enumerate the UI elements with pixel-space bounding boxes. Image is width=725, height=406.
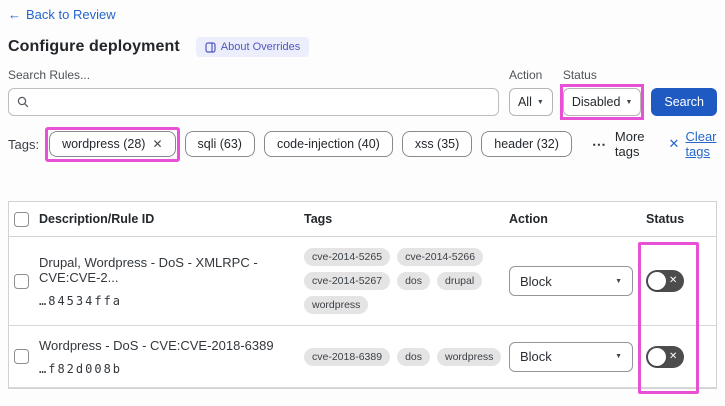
action-filter-dropdown[interactable]: All ▼ bbox=[508, 88, 553, 116]
tag-filter-sqli-label: sqli (63) bbox=[197, 137, 242, 151]
rule-tag-chip: cve-2014-5267 bbox=[304, 272, 391, 290]
chevron-down-icon: ▼ bbox=[615, 353, 622, 360]
remove-tag-icon[interactable]: ✕ bbox=[152, 137, 163, 151]
action-filter-value: All bbox=[517, 95, 532, 109]
ellipsis-icon: ⋯ bbox=[591, 135, 607, 152]
action-select[interactable]: Block ▼ bbox=[509, 266, 633, 296]
more-tags-label: More tags bbox=[614, 129, 645, 159]
column-header-status: Status bbox=[646, 212, 685, 226]
rule-tag-chip: dos bbox=[397, 347, 430, 366]
action-select-value: Block bbox=[520, 273, 552, 289]
tags-bar: Tags: wordpress (28) ✕ sqli (63) code-in… bbox=[8, 127, 717, 162]
about-overrides-label: About Overrides bbox=[220, 41, 301, 53]
toggle-knob bbox=[648, 347, 666, 366]
rule-tag-chip: dos bbox=[397, 272, 430, 290]
rule-tag-chip: wordpress bbox=[437, 347, 502, 366]
more-tags-button[interactable]: ⋯ More tags bbox=[592, 129, 645, 159]
row-checkbox[interactable] bbox=[14, 273, 29, 289]
rule-description: Wordpress - DoS - CVE:CVE-2018-6389 bbox=[39, 337, 274, 353]
column-header-description: Description/Rule ID bbox=[39, 212, 155, 226]
tag-filter-wordpress[interactable]: wordpress (28) ✕ bbox=[45, 127, 180, 162]
search-icon bbox=[17, 96, 29, 108]
table-row: Drupal, Wordpress - DoS - XMLRPC - CVE:C… bbox=[9, 237, 716, 326]
about-overrides-badge[interactable]: About Overrides bbox=[195, 37, 310, 57]
select-all-checkbox[interactable] bbox=[14, 211, 29, 227]
search-rules-input[interactable] bbox=[35, 94, 490, 110]
column-header-action: Action bbox=[509, 212, 548, 226]
rule-id: …84534ffa bbox=[39, 293, 123, 308]
chevron-down-icon: ▼ bbox=[615, 277, 622, 285]
status-filter-value: Disabled bbox=[571, 95, 621, 109]
docs-icon bbox=[205, 41, 216, 53]
action-select-value: Block bbox=[520, 349, 552, 364]
tag-filter-code-injection-label: code-injection (40) bbox=[276, 137, 380, 151]
title-row: Configure deployment About Overrides bbox=[8, 37, 717, 57]
tag-filter-sqli[interactable]: sqli (63) bbox=[184, 131, 255, 157]
tag-filter-header-label: header (32) bbox=[494, 137, 559, 151]
status-filter-label: Status bbox=[562, 68, 597, 82]
rule-tag-chip: cve-2018-6389 bbox=[304, 347, 391, 366]
tags-bar-label: Tags: bbox=[8, 136, 40, 152]
table-row: Wordpress - DoS - CVE:CVE-2018-6389 …f82… bbox=[9, 326, 716, 388]
filter-bar: Search Rules... Action All ▼ Status Disa… bbox=[8, 68, 717, 120]
status-filter-dropdown[interactable]: Disabled ▼ bbox=[559, 84, 645, 120]
row-checkbox[interactable] bbox=[14, 349, 29, 364]
column-header-tags: Tags bbox=[304, 212, 333, 226]
search-rules-box[interactable] bbox=[8, 88, 499, 116]
clear-tags-button[interactable]: ✕ Clear tags bbox=[669, 129, 717, 159]
tag-filter-code-injection[interactable]: code-injection (40) bbox=[263, 131, 393, 157]
rule-description: Drupal, Wordpress - DoS - XMLRPC - CVE:C… bbox=[39, 254, 258, 285]
tag-filter-xss[interactable]: xss (35) bbox=[401, 131, 473, 157]
search-button[interactable]: Search bbox=[651, 88, 717, 116]
rule-tag-chip: cve-2014-5265 bbox=[304, 248, 391, 266]
back-link-label: Back to Review bbox=[26, 7, 116, 22]
rule-id: …f82d008b bbox=[39, 361, 123, 376]
page-title: Configure deployment bbox=[8, 38, 180, 55]
rules-table: Description/Rule ID Tags Action Status D… bbox=[8, 201, 717, 394]
action-select[interactable]: Block ▼ bbox=[509, 341, 633, 372]
toggle-off-x-icon: ✕ bbox=[669, 275, 678, 286]
back-to-review-link[interactable]: ← Back to Review bbox=[8, 7, 116, 22]
toggle-knob bbox=[648, 272, 666, 290]
search-rules-label: Search Rules... bbox=[8, 68, 91, 82]
rule-tag-chip: wordpress bbox=[304, 296, 369, 314]
tag-filter-wordpress-label: wordpress (28) bbox=[62, 137, 146, 151]
table-header-row: Description/Rule ID Tags Action Status bbox=[9, 202, 716, 237]
status-toggle-off[interactable]: ✕ bbox=[646, 345, 684, 368]
chevron-down-icon: ▼ bbox=[536, 98, 544, 106]
rule-tag-chip: drupal bbox=[437, 272, 483, 290]
action-filter-label: Action bbox=[508, 68, 543, 82]
clear-tags-label: Clear tags bbox=[685, 129, 717, 159]
clear-x-icon: ✕ bbox=[668, 136, 680, 151]
rule-tag-chip: cve-2014-5266 bbox=[397, 248, 484, 266]
back-arrow-icon: ← bbox=[8, 7, 21, 22]
tag-filter-header[interactable]: header (32) bbox=[481, 131, 572, 157]
status-toggle-off[interactable]: ✕ bbox=[646, 270, 684, 292]
chevron-down-icon: ▼ bbox=[625, 98, 633, 106]
tag-filter-xss-label: xss (35) bbox=[414, 137, 460, 151]
toggle-off-x-icon: ✕ bbox=[669, 350, 678, 362]
